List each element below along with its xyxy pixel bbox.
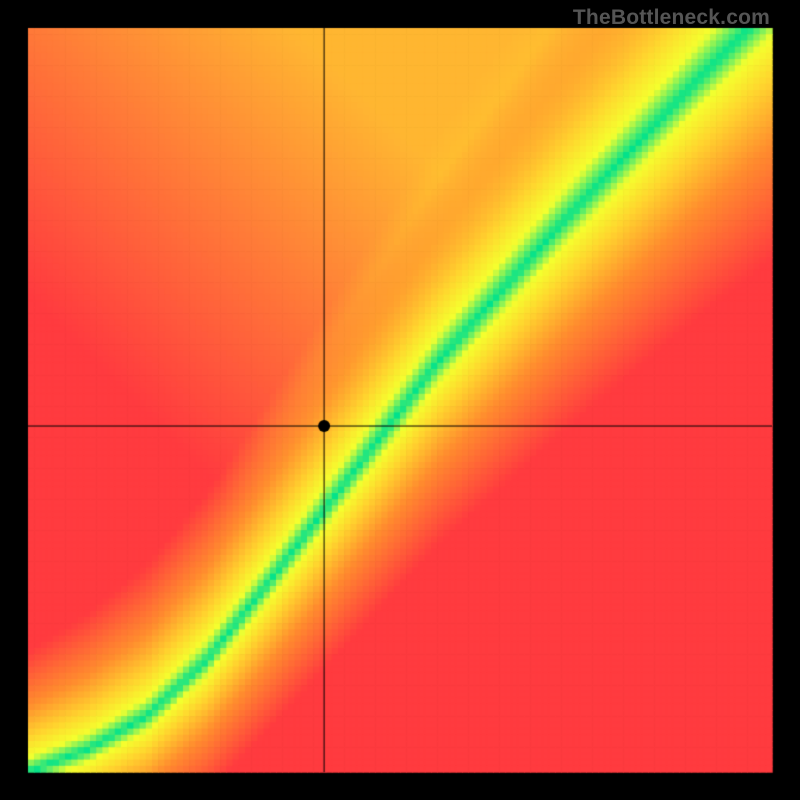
bottleneck-heatmap xyxy=(0,0,800,800)
watermark-text: TheBottleneck.com xyxy=(573,6,770,30)
